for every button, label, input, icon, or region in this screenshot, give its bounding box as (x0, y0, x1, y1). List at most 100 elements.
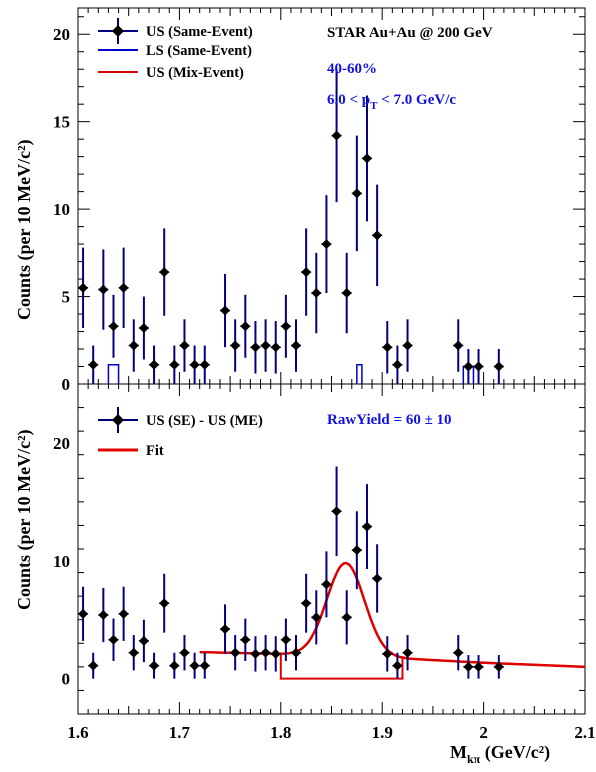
data-point (250, 342, 261, 353)
bottom-axis-ticks: 0 10 20 1.6 1.7 1.8 1.9 2 2.1 (53, 383, 596, 742)
data-point (372, 573, 383, 584)
data-point (240, 321, 251, 332)
data-point (179, 340, 190, 351)
data-point (341, 288, 352, 299)
y-tick-label: 10 (53, 200, 70, 219)
x-tick-label: 1.9 (372, 723, 393, 742)
data-point (473, 661, 484, 672)
data-point (260, 340, 271, 351)
y-tick-label: 10 (53, 552, 70, 571)
x-tick-label: 2 (479, 723, 488, 742)
y-tick-label: 15 (53, 113, 70, 132)
top-y-axis-title: Counts (per 10 MeV/c²) (14, 139, 35, 320)
data-point (179, 647, 190, 658)
bottom-panel: 0 10 20 1.6 1.7 1.8 1.9 2 2.1 Counts (per 10 MeV… (14, 383, 596, 766)
data-point (128, 647, 139, 658)
y-tick-label: 20 (53, 25, 70, 44)
y-tick-label: 0 (62, 375, 71, 394)
data-point (291, 340, 302, 351)
data-point (280, 321, 291, 332)
data-point (463, 361, 474, 372)
data-point (98, 284, 109, 295)
data-point (321, 239, 332, 250)
data-point (382, 342, 393, 353)
centrality-label: 40-60% (327, 61, 377, 77)
legend-us-mix-event: US (Mix-Event) (146, 65, 244, 81)
x-tick-label: 1.8 (270, 723, 291, 742)
data-point (351, 545, 362, 556)
legend-us-same-event: US (Same-Event) (146, 24, 253, 40)
data-point (78, 608, 89, 619)
ls-hist-bin (356, 364, 363, 384)
data-point (98, 610, 109, 620)
data-point (361, 153, 372, 164)
data-point (199, 660, 210, 671)
data-point (361, 521, 372, 532)
data-point (189, 359, 200, 370)
data-point (118, 608, 129, 619)
y-tick-label: 0 (62, 670, 71, 689)
top-legend: US (Same-Event) LS (Same-Event) US (Mix-… (98, 18, 253, 81)
data-point (138, 323, 149, 334)
data-point (169, 660, 180, 671)
legend-us-se-minus-me: US (SE) - US (ME) (146, 413, 263, 429)
data-point (108, 634, 119, 645)
data-point (493, 661, 504, 672)
x-tick-label: 2.1 (574, 723, 595, 742)
data-point (331, 130, 342, 141)
x-axis-title: Mkπ (GeV/c²) (450, 742, 550, 766)
data-point (321, 579, 332, 590)
data-point (291, 647, 302, 658)
data-point (463, 661, 474, 672)
data-point (250, 648, 261, 659)
legend-fit: Fit (146, 443, 164, 459)
data-point (493, 361, 504, 372)
bottom-y-axis-title: Counts (per 10 MeV/c²) (14, 429, 35, 610)
data-point (331, 506, 342, 517)
data-point (159, 267, 170, 278)
data-point (88, 660, 99, 671)
data-point (351, 188, 362, 199)
data-point (453, 340, 464, 351)
data-point (402, 340, 413, 351)
data-point (169, 359, 180, 370)
data-point (108, 321, 119, 332)
data-point (473, 361, 484, 372)
ls-hist-bin (107, 364, 120, 384)
y-tick-label: 5 (62, 288, 71, 307)
raw-yield-label: RawYield = 60 ± 10 (327, 412, 452, 428)
data-point (402, 647, 413, 658)
data-point (138, 635, 149, 646)
data-point (270, 342, 281, 353)
legend-ls-same-event: LS (Same-Event) (146, 43, 252, 59)
x-tick-label: 1.7 (169, 723, 191, 742)
data-point (453, 647, 464, 658)
data-point (260, 647, 271, 658)
fit-curve (199, 561, 586, 680)
pt-range-label: 6.0 < pT < 7.0 GeV/c (327, 92, 456, 112)
data-point (382, 648, 393, 659)
system-label: STAR Au+Au @ 200 GeV (327, 25, 493, 41)
data-point (270, 648, 281, 659)
data-point (311, 288, 322, 299)
data-point (220, 624, 231, 635)
data-point (240, 634, 251, 645)
data-point (311, 612, 322, 623)
data-point (149, 660, 160, 671)
legend-marker-diamond (112, 25, 124, 37)
data-point (341, 612, 352, 623)
data-point (78, 282, 89, 293)
top-panel: 0 5 10 15 20 Counts (per 10 MeV/c²) US (Same… (14, 7, 586, 394)
bottom-legend: US (SE) - US (ME) Fit (98, 407, 263, 459)
data-point (199, 359, 210, 370)
y-tick-label: 20 (53, 434, 70, 453)
data-point (280, 634, 291, 645)
data-point (301, 598, 312, 609)
data-point (128, 340, 139, 351)
data-point (189, 660, 200, 671)
data-point (230, 340, 241, 351)
top-data-points (78, 69, 504, 384)
data-point (392, 359, 403, 370)
data-point (88, 359, 99, 370)
